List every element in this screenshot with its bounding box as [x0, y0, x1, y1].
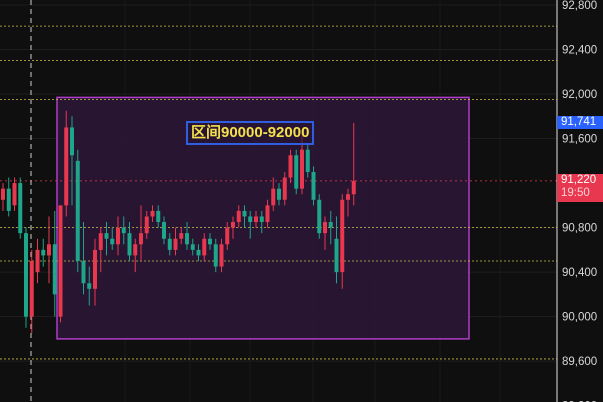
- y-tick-label: 90,800: [562, 223, 597, 235]
- candle-body: [133, 244, 138, 256]
- candle-body: [300, 149, 304, 189]
- candle-body: [41, 249, 46, 256]
- candle-body: [75, 160, 80, 261]
- candle-body: [81, 260, 86, 284]
- candle-body: [265, 205, 270, 223]
- candle-body: [242, 210, 247, 217]
- candle-body: [64, 127, 69, 206]
- candle-body: [317, 199, 322, 234]
- candle-body: [328, 222, 333, 228]
- candle-body: [12, 183, 17, 206]
- candle-body: [139, 233, 143, 245]
- candle-body: [35, 249, 40, 273]
- last-price-value: 91,220: [561, 174, 597, 186]
- candle-body: [254, 216, 258, 223]
- candle-body: [162, 222, 166, 239]
- candle-body: [18, 183, 23, 234]
- candle-body: [334, 238, 339, 273]
- y-tick-label: 92,800: [562, 0, 597, 12]
- candle-body: [202, 238, 207, 256]
- candle-body: [93, 249, 97, 289]
- candle-body: [127, 233, 132, 256]
- candle-body: [70, 127, 74, 156]
- last-price-time: 19:50: [561, 187, 590, 199]
- candle-body: [47, 244, 51, 256]
- candle-body: [282, 177, 287, 200]
- candle-body: [190, 244, 195, 250]
- candle-body: [219, 244, 224, 267]
- candle-body: [116, 227, 120, 245]
- candle-body: [24, 233, 28, 317]
- candle-body: [340, 199, 345, 273]
- candle-body: [346, 194, 350, 200]
- candle-body: [185, 233, 189, 245]
- candle-body: [213, 244, 218, 267]
- candle-body: [58, 205, 63, 317]
- candle-body: [311, 171, 316, 200]
- range-box-label: 区间90000-92000: [186, 121, 315, 145]
- candle-body: [351, 180, 356, 195]
- candle-body: [271, 188, 276, 206]
- candle-body: [167, 238, 172, 250]
- candle-body: [110, 238, 115, 245]
- candle-body: [150, 210, 155, 217]
- candle-body: [305, 149, 310, 172]
- y-tick-label: 92,400: [562, 45, 597, 57]
- candle-body: [231, 222, 235, 228]
- candle-body: [87, 283, 92, 289]
- candle-body: [236, 210, 241, 223]
- candle-body: [323, 222, 327, 234]
- candle-body: [1, 188, 5, 200]
- y-tick-label: 89,600: [562, 356, 597, 368]
- candle-body: [104, 233, 109, 239]
- candle-body: [225, 227, 230, 245]
- candle-body: [208, 238, 212, 245]
- last-price-tag: 91,220 19:50: [557, 174, 603, 202]
- candle-body: [29, 260, 34, 317]
- candle-body: [196, 249, 201, 256]
- candle-body: [248, 216, 253, 223]
- candle-body: [277, 188, 281, 200]
- candle-body: [173, 238, 178, 250]
- y-tick-label: 90,400: [562, 267, 597, 279]
- candle-body: [156, 210, 161, 223]
- y-tick-label: 89,200: [562, 401, 597, 402]
- candle-body: [121, 227, 126, 234]
- y-tick-label: 90,000: [562, 312, 597, 324]
- candle-body: [294, 155, 299, 189]
- y-tick-label: 91,600: [562, 134, 597, 146]
- candle-body: [179, 233, 184, 239]
- high-price-tag: 91,741: [557, 116, 603, 129]
- candle-body: [259, 216, 264, 223]
- candle-body: [6, 188, 11, 211]
- candle-body: [288, 155, 293, 178]
- candle-body: [98, 233, 103, 250]
- y-tick-label: 92,000: [562, 89, 597, 101]
- candle-body: [52, 244, 57, 295]
- candle-body: [144, 216, 149, 234]
